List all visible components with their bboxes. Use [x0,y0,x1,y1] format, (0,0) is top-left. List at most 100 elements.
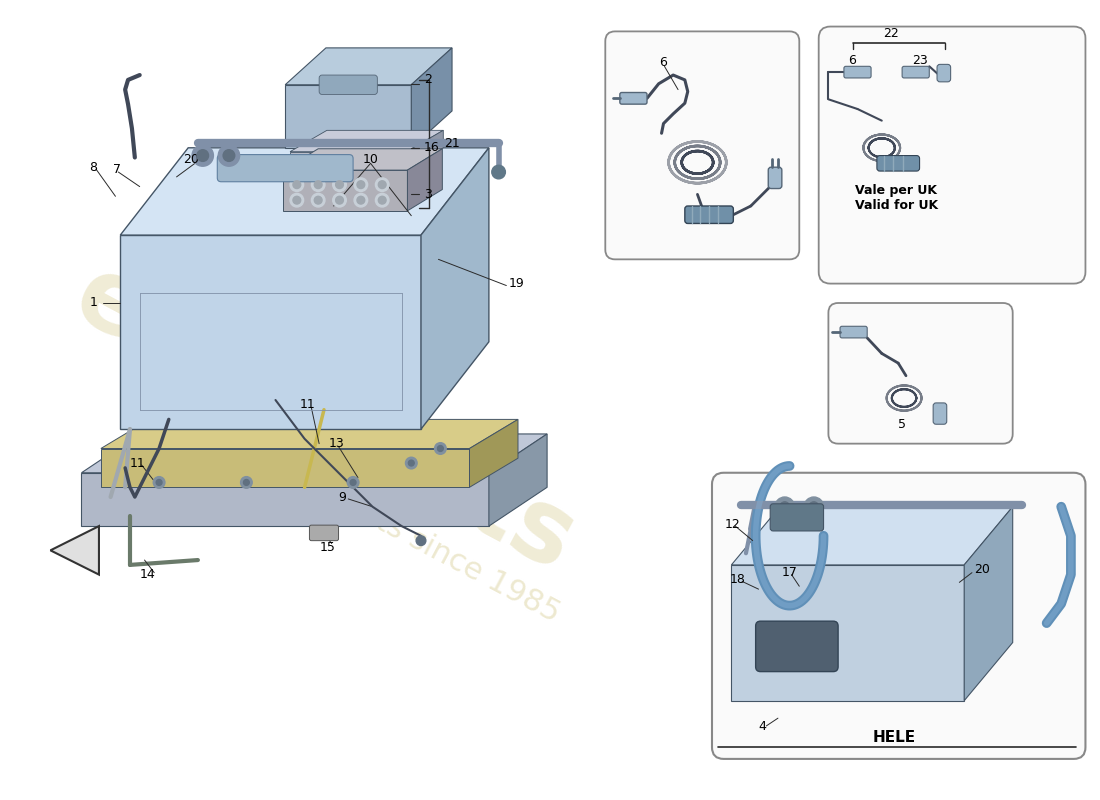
FancyBboxPatch shape [619,93,647,104]
Text: 1: 1 [89,297,97,310]
Text: 18: 18 [729,573,746,586]
Polygon shape [120,235,421,429]
FancyBboxPatch shape [685,206,734,223]
Circle shape [243,479,250,486]
FancyBboxPatch shape [937,64,950,82]
Circle shape [354,178,367,191]
Circle shape [311,178,324,191]
Circle shape [358,181,365,189]
Polygon shape [101,449,470,487]
Circle shape [336,196,343,204]
Text: 9: 9 [339,490,346,503]
Text: 15: 15 [320,541,336,554]
Circle shape [378,196,386,204]
Text: a premier for parts since 1985: a premier for parts since 1985 [141,385,565,629]
FancyBboxPatch shape [319,75,377,94]
Text: 21: 21 [444,138,460,150]
FancyBboxPatch shape [840,326,867,338]
FancyBboxPatch shape [218,154,353,182]
Circle shape [315,181,322,189]
Circle shape [406,458,417,469]
Circle shape [223,150,234,162]
FancyBboxPatch shape [309,525,339,541]
Polygon shape [284,149,442,170]
Polygon shape [81,473,488,526]
FancyBboxPatch shape [768,167,782,189]
Text: 2: 2 [424,74,432,86]
FancyBboxPatch shape [605,31,800,259]
Polygon shape [421,148,488,429]
Circle shape [197,150,209,162]
Polygon shape [290,130,443,152]
Circle shape [492,166,505,179]
Circle shape [434,442,447,454]
Circle shape [293,196,300,204]
Polygon shape [101,419,518,449]
Polygon shape [732,565,965,701]
Polygon shape [81,434,547,473]
Text: 23: 23 [912,54,927,67]
Circle shape [332,194,346,207]
Circle shape [354,194,367,207]
Circle shape [350,479,356,486]
Text: 3: 3 [424,188,432,201]
Text: 11: 11 [299,398,316,411]
Circle shape [358,196,365,204]
Polygon shape [488,434,547,526]
Circle shape [315,196,322,204]
FancyBboxPatch shape [828,303,1013,444]
Circle shape [804,497,824,517]
Text: 7: 7 [112,162,121,176]
Polygon shape [411,48,452,148]
Circle shape [192,145,213,166]
Circle shape [438,446,443,451]
Circle shape [776,497,794,517]
FancyBboxPatch shape [933,403,947,424]
Circle shape [336,181,343,189]
Polygon shape [732,506,1013,565]
Polygon shape [290,152,406,169]
Circle shape [156,479,162,486]
Circle shape [780,502,790,511]
Circle shape [218,145,240,166]
FancyBboxPatch shape [818,26,1086,283]
Text: 10: 10 [363,153,378,166]
Circle shape [241,477,252,488]
Polygon shape [120,148,488,235]
FancyBboxPatch shape [844,66,871,78]
Text: HELE: HELE [872,730,916,745]
Circle shape [153,477,165,488]
Text: 11: 11 [130,457,145,470]
Text: 8: 8 [89,161,97,174]
Circle shape [378,181,386,189]
Circle shape [311,194,324,207]
Text: 6: 6 [848,54,856,67]
Text: 20: 20 [184,153,199,166]
Polygon shape [284,170,407,211]
Circle shape [416,536,426,546]
Text: 19: 19 [508,277,524,290]
Polygon shape [406,130,443,169]
Circle shape [290,194,304,207]
Text: 13: 13 [329,437,344,450]
Text: 16: 16 [424,142,440,154]
Circle shape [332,178,346,191]
Text: 14: 14 [140,568,155,581]
Circle shape [348,477,359,488]
Text: Valid for UK: Valid for UK [855,199,938,213]
FancyBboxPatch shape [712,473,1086,759]
FancyBboxPatch shape [770,504,824,531]
FancyBboxPatch shape [902,66,930,78]
Polygon shape [407,149,442,211]
FancyBboxPatch shape [756,621,838,672]
Text: 6: 6 [659,56,667,69]
Circle shape [375,194,389,207]
Polygon shape [965,506,1013,701]
Text: 5: 5 [899,418,906,430]
Circle shape [375,178,389,191]
Text: 12: 12 [725,518,740,530]
Text: 17: 17 [782,566,797,579]
Polygon shape [285,85,411,148]
Text: europarts: europarts [57,247,591,592]
Text: 20: 20 [974,563,990,576]
